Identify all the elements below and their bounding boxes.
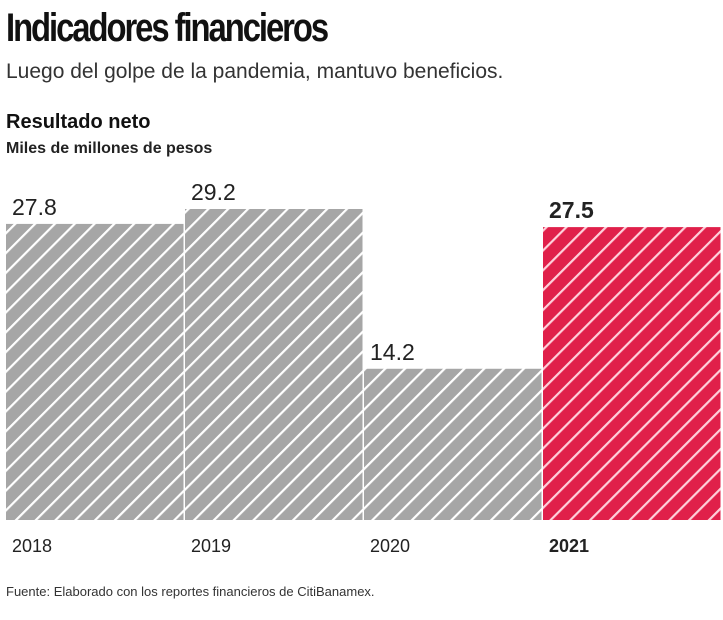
- x-tick-label: 2020: [370, 536, 410, 556]
- bar-2021: [543, 227, 721, 520]
- x-tick-label: 2019: [191, 536, 231, 556]
- x-tick-label: 2018: [12, 536, 52, 556]
- data-label: 27.8: [12, 194, 57, 220]
- page-title: Indicadores financieros: [6, 6, 329, 50]
- bar-chart: 27.8 2018 29.2 2019 14.2 2020 27.5 2021: [6, 179, 721, 556]
- bar-2019: [185, 209, 363, 520]
- source-note: Fuente: Elaborado con los reportes finan…: [6, 584, 375, 599]
- bar-2020: [364, 368, 542, 520]
- data-label: 27.5: [549, 197, 594, 223]
- chart-unit-label: Miles de millones de pesos: [6, 140, 213, 157]
- data-label: 14.2: [370, 339, 415, 365]
- chart-title: Resultado neto: [6, 111, 151, 133]
- x-tick-label: 2021: [549, 536, 589, 556]
- bar-2018: [6, 223, 184, 521]
- page-subtitle: Luego del golpe de la pandemia, mantuvo …: [6, 60, 504, 83]
- data-label: 29.2: [191, 179, 236, 205]
